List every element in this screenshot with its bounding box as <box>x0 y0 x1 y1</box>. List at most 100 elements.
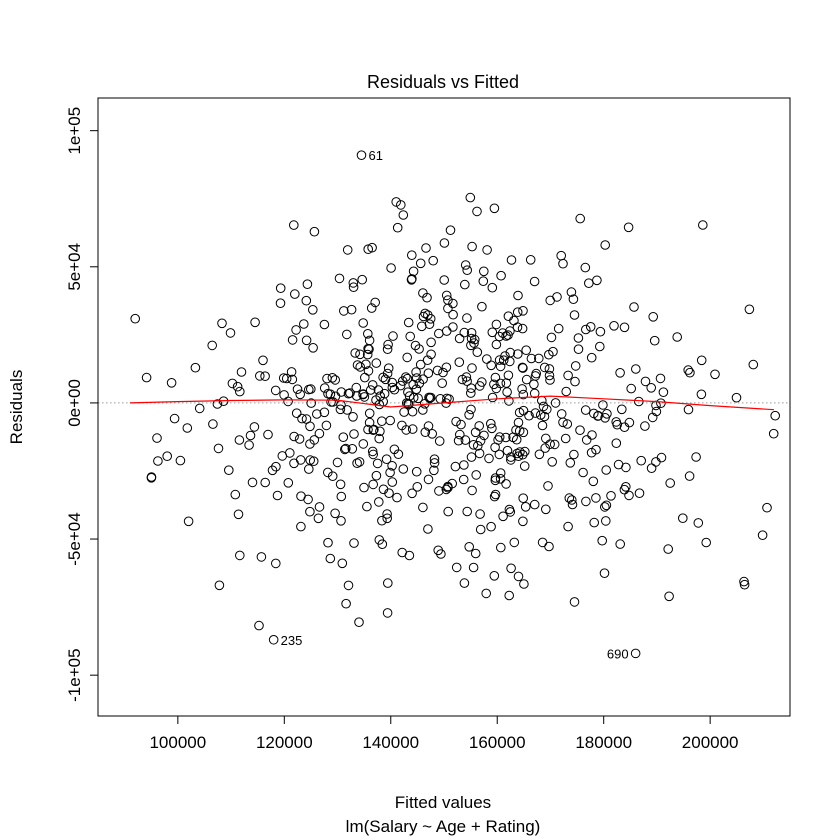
residual-point <box>506 563 516 574</box>
residual-point <box>486 521 496 532</box>
residual-point <box>478 276 489 287</box>
residual-point <box>130 313 140 324</box>
residual-point <box>693 518 704 528</box>
y-tick-label: 0e+00 <box>65 379 84 427</box>
residual-point <box>260 477 271 488</box>
residual-point <box>304 464 314 474</box>
residual-point <box>634 488 645 499</box>
residual-point <box>575 213 586 224</box>
residual-point <box>213 443 224 454</box>
residual-point <box>306 398 317 408</box>
residual-point <box>418 374 428 385</box>
residual-point <box>573 344 584 355</box>
residual-point <box>656 452 667 463</box>
residual-point <box>437 378 448 389</box>
residual-point <box>683 365 694 375</box>
x-axis-label: Fitted values <box>395 793 491 812</box>
residual-point <box>309 435 320 445</box>
residual-point <box>382 344 393 355</box>
residual-point <box>581 324 591 335</box>
residual-point <box>314 428 325 439</box>
residual-point <box>495 474 506 484</box>
residual-point <box>558 258 568 269</box>
x-tick-label: 100000 <box>149 733 206 752</box>
residual-point <box>466 383 477 394</box>
residual-point <box>355 349 365 360</box>
residual-point <box>584 278 594 289</box>
residual-point <box>494 432 505 442</box>
residual-point <box>368 479 379 490</box>
residual-point <box>459 327 470 338</box>
residual-point <box>287 374 298 385</box>
residual-point <box>539 362 550 373</box>
residual-point <box>279 390 289 400</box>
residual-point <box>482 245 492 255</box>
residual-point <box>363 329 373 339</box>
residual-point <box>263 429 273 440</box>
residual-point <box>451 416 461 427</box>
residual-point <box>545 439 555 450</box>
residual-point <box>352 458 362 469</box>
residual-point <box>407 424 418 434</box>
residual-point <box>290 289 300 299</box>
residual-point <box>395 380 406 391</box>
residual-point <box>468 440 479 450</box>
residual-point <box>443 506 454 517</box>
residual-point <box>434 486 444 496</box>
residual-point <box>308 456 319 467</box>
residual-point <box>208 419 218 429</box>
residual-point <box>267 465 278 476</box>
residual-point <box>439 238 450 248</box>
residual-point <box>456 419 466 430</box>
residual-point <box>482 354 492 364</box>
residual-point <box>319 407 330 418</box>
residual-point <box>601 516 611 526</box>
residual-point <box>513 349 523 359</box>
residual-point <box>636 455 647 466</box>
residual-point <box>651 457 661 467</box>
residual-point <box>537 537 548 548</box>
residual-point <box>624 417 635 428</box>
residual-point <box>489 491 500 502</box>
residual-point <box>360 372 370 383</box>
residual-point <box>405 331 416 342</box>
residual-point <box>563 521 573 532</box>
residual-point <box>387 477 398 487</box>
residual-point <box>518 493 529 504</box>
residual-point <box>371 470 382 481</box>
y-tick-label: -5e+04 <box>65 512 84 565</box>
residual-point <box>408 392 419 403</box>
residual-point <box>563 370 573 381</box>
residual-point <box>363 244 374 254</box>
residual-point <box>391 197 402 207</box>
residual-point <box>600 413 610 423</box>
residual-point <box>336 491 347 502</box>
residual-point <box>434 328 444 339</box>
residual-point <box>245 430 256 441</box>
residual-point <box>517 449 528 460</box>
residual-point <box>762 502 772 513</box>
y-axis: -1e+05 -5e+04 0e+00 5e+04 1e+05 <box>65 107 99 702</box>
residual-point <box>591 444 601 455</box>
residual-point <box>474 448 485 459</box>
residual-point <box>757 530 768 541</box>
residual-point <box>459 578 470 588</box>
x-tick-label: 200000 <box>682 733 739 752</box>
residual-point <box>491 383 502 394</box>
residual-point <box>272 490 283 501</box>
residual-point <box>287 335 298 345</box>
residual-point <box>515 447 525 457</box>
chart-title: Residuals vs Fitted <box>367 72 519 92</box>
residual-point <box>141 372 152 383</box>
outlier-point-235 <box>268 634 279 645</box>
residual-point <box>427 429 438 439</box>
residual-point <box>477 301 487 312</box>
residual-point <box>354 617 364 628</box>
residual-point <box>401 398 412 408</box>
residual-point <box>289 458 299 469</box>
residual-point <box>460 435 471 445</box>
residual-point <box>291 325 301 335</box>
residual-point <box>589 517 600 528</box>
residual-point <box>441 362 452 373</box>
residual-point <box>491 339 502 350</box>
